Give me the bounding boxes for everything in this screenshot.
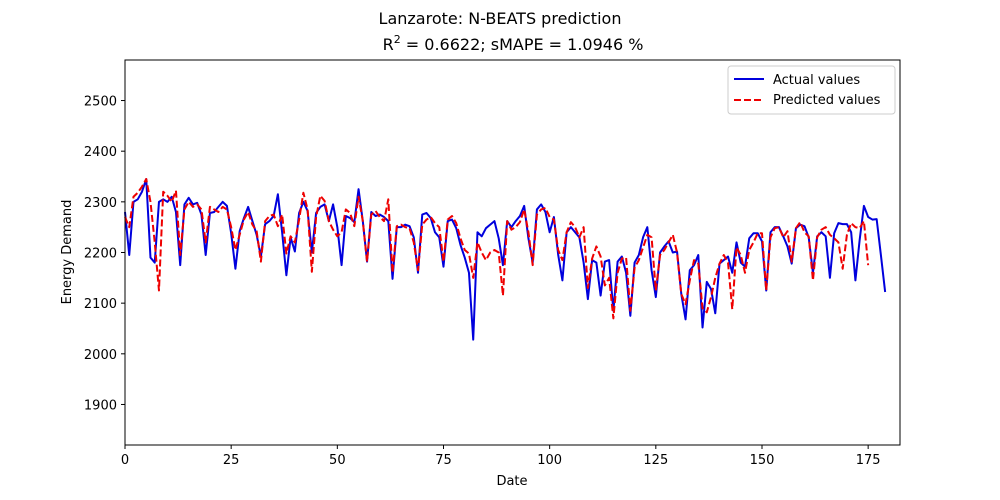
x-tick-label: 0 (121, 453, 129, 468)
chart-title: Lanzarote: N-BEATS prediction (379, 9, 622, 28)
y-tick-label: 2400 (84, 145, 117, 160)
x-tick-label: 75 (435, 453, 452, 468)
x-axis-ticks: 0 25 50 75 100 125 150 175 (121, 445, 881, 468)
subtitle-r-exponent: 2 (394, 33, 401, 46)
x-tick-label: 100 (537, 453, 562, 468)
plot-area (125, 60, 900, 445)
x-axis-label: Date (496, 474, 527, 489)
x-tick-label: 175 (856, 453, 881, 468)
x-tick-label: 25 (223, 453, 240, 468)
x-tick-label: 50 (329, 453, 346, 468)
y-tick-label: 2100 (84, 297, 117, 312)
x-tick-label: 150 (750, 453, 775, 468)
y-tick-label: 2500 (84, 95, 117, 110)
series-line-predicted (124, 178, 870, 320)
chart-subtitle: R2 = 0.6622; sMAPE = 1.0946 % (383, 33, 644, 54)
y-tick-label: 1900 (84, 398, 117, 413)
series-lines (124, 178, 887, 341)
legend-label-predicted: Predicted values (773, 93, 881, 108)
legend-label-actual: Actual values (773, 73, 860, 88)
subtitle-r-label: R (383, 35, 394, 54)
y-tick-label: 2300 (84, 196, 117, 211)
legend: Actual values Predicted values (727, 65, 896, 115)
y-axis-ticks: 1900 2000 2100 2200 2300 2400 2500 (84, 95, 125, 413)
legend-box (727, 65, 896, 115)
subtitle-metrics: = 0.6622; sMAPE = 1.0946 % (401, 35, 644, 54)
y-axis-label: Energy Demand (60, 200, 75, 305)
y-tick-label: 2000 (84, 348, 117, 363)
x-tick-label: 125 (643, 453, 668, 468)
y-tick-label: 2200 (84, 247, 117, 262)
